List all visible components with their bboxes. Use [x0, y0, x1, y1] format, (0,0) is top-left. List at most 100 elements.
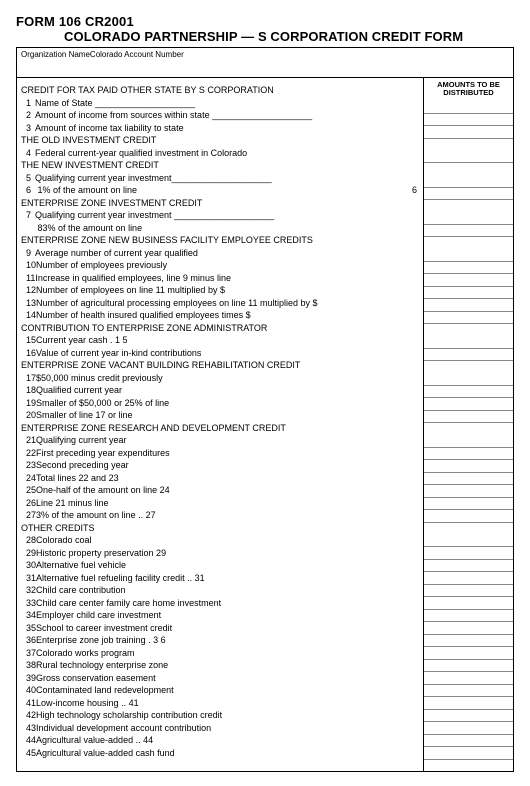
amount-cell[interactable]: [424, 311, 513, 324]
line-37: Colorado works program: [36, 648, 135, 658]
line-41: Low-income housing .. 41: [36, 698, 139, 708]
amount-cell[interactable]: [424, 138, 513, 151]
line-num-17: 17: [21, 372, 36, 385]
line-26: Line 21 minus line: [36, 498, 109, 508]
amount-cell[interactable]: [424, 634, 513, 647]
form-title: COLORADO PARTNERSHIP — S CORPORATION CRE…: [16, 29, 514, 44]
line-num-37: 37: [21, 647, 36, 660]
section-new-inv: THE NEW INVESTMENT CREDIT: [21, 159, 419, 172]
amount-cell[interactable]: [424, 671, 513, 684]
amount-cell[interactable]: [424, 261, 513, 274]
line-num-2: 2: [21, 109, 35, 122]
line-num-36: 36: [21, 634, 36, 647]
section-s-corp: CREDIT FOR TAX PAID OTHER STATE BY S COR…: [21, 84, 419, 97]
line-num-7: 7: [21, 209, 35, 222]
amount-cell[interactable]: [424, 484, 513, 497]
line-20: Smaller of line 17 or line: [36, 410, 133, 420]
amount-cell[interactable]: [424, 348, 513, 361]
amount-cell[interactable]: [424, 236, 513, 249]
line-num-22: 22: [21, 447, 36, 460]
amount-cell[interactable]: [424, 162, 513, 175]
amount-cell[interactable]: [424, 298, 513, 311]
line-num-31: 31: [21, 572, 36, 585]
line-38: Rural technology enterprise zone: [36, 660, 168, 670]
amount-cell[interactable]: [424, 459, 513, 472]
amount-cell[interactable]: [424, 497, 513, 510]
line-num-13: 13: [21, 297, 36, 310]
amount-cell[interactable]: [424, 596, 513, 609]
amount-cell[interactable]: [424, 286, 513, 299]
section-ez-admin: CONTRIBUTION TO ENTERPRISE ZONE ADMINIST…: [21, 322, 419, 335]
amount-cell[interactable]: [424, 422, 513, 435]
section-ez-rd: ENTERPRISE ZONE RESEARCH AND DEVELOPMENT…: [21, 422, 419, 435]
amount-cell[interactable]: [424, 273, 513, 286]
line-num-44: 44: [21, 734, 36, 747]
line-num-38: 38: [21, 659, 36, 672]
line-num-28: 28: [21, 534, 36, 547]
amount-cell[interactable]: [424, 759, 513, 772]
line-10: Number of employees previously: [36, 260, 167, 270]
line-28: Colorado coal: [36, 535, 92, 545]
line-num-6: 6: [21, 184, 35, 197]
amount-cell[interactable]: [424, 609, 513, 622]
amount-cell[interactable]: [424, 734, 513, 747]
amount-cell[interactable]: [424, 509, 513, 522]
amount-cell[interactable]: [424, 584, 513, 597]
line-9: Average number of current year qualified: [35, 248, 198, 258]
amount-cell[interactable]: [424, 410, 513, 423]
line-num-18: 18: [21, 384, 36, 397]
amount-cell[interactable]: [424, 746, 513, 759]
line-num-10: 10: [21, 259, 36, 272]
line-15: Current year cash . 1 5: [36, 335, 128, 345]
line-num-30: 30: [21, 559, 36, 572]
amount-cell[interactable]: [424, 721, 513, 734]
amount-cell[interactable]: [424, 646, 513, 659]
line-36: Enterprise zone job training . 3 6: [36, 635, 166, 645]
amount-cell[interactable]: [424, 447, 513, 460]
line-45: Agricultural value-added cash fund: [36, 748, 175, 758]
line-num-27: 27: [21, 509, 36, 522]
line-6: 1% of the amount on line: [35, 185, 137, 195]
amount-cell[interactable]: [424, 385, 513, 398]
line-5: Qualifying current year investment______…: [35, 173, 272, 183]
line-17: $50,000 minus credit previously: [36, 373, 163, 383]
line-13: Number of agricultural processing employ…: [36, 298, 317, 308]
amount-cell[interactable]: [424, 571, 513, 584]
section-ez-vbr: ENTERPRISE ZONE VACANT BUILDING REHABILI…: [21, 359, 419, 372]
line-39: Gross conservation easement: [36, 673, 156, 683]
amount-cell[interactable]: [424, 397, 513, 410]
amount-cell[interactable]: [424, 187, 513, 200]
amount-cell[interactable]: [424, 472, 513, 485]
amount-cell[interactable]: [424, 199, 513, 212]
line-44: Agricultural value-added .. 44: [36, 735, 153, 745]
line-7b: 83% of the amount on line: [35, 223, 142, 233]
amount-cell[interactable]: [424, 113, 513, 126]
line-num-14: 14: [21, 309, 36, 322]
line-num-9: 9: [21, 247, 35, 260]
line-25: One-half of the amount on line 24: [36, 485, 170, 495]
line-22: First preceding year expenditures: [36, 448, 170, 458]
amount-cell[interactable]: [424, 621, 513, 634]
amount-cell[interactable]: [424, 224, 513, 237]
amount-cell[interactable]: [424, 546, 513, 559]
amount-cell[interactable]: [424, 696, 513, 709]
line-num-16: 16: [21, 347, 36, 360]
amount-cell[interactable]: [424, 659, 513, 672]
line-19: Smaller of $50,000 or 25% of line: [36, 398, 169, 408]
line-num-42: 42: [21, 709, 36, 722]
line-num-11: 11: [21, 272, 35, 285]
amount-cell[interactable]: [424, 709, 513, 722]
amount-cell[interactable]: [424, 684, 513, 697]
amount-cell[interactable]: [424, 559, 513, 572]
line-33: Child care center family care home inves…: [36, 598, 221, 608]
line-num-40: 40: [21, 684, 36, 697]
amount-cell[interactable]: [424, 125, 513, 138]
amount-cell[interactable]: [424, 360, 513, 373]
line-18: Qualified current year: [36, 385, 122, 395]
amount-cell[interactable]: [424, 522, 513, 535]
section-ez-inv: ENTERPRISE ZONE INVESTMENT CREDIT: [21, 197, 419, 210]
line-30: Alternative fuel vehicle: [36, 560, 126, 570]
amount-cell[interactable]: [424, 323, 513, 336]
line-27: 3% of the amount on line .. 27: [36, 510, 156, 520]
line-num-1: 1: [21, 97, 35, 110]
